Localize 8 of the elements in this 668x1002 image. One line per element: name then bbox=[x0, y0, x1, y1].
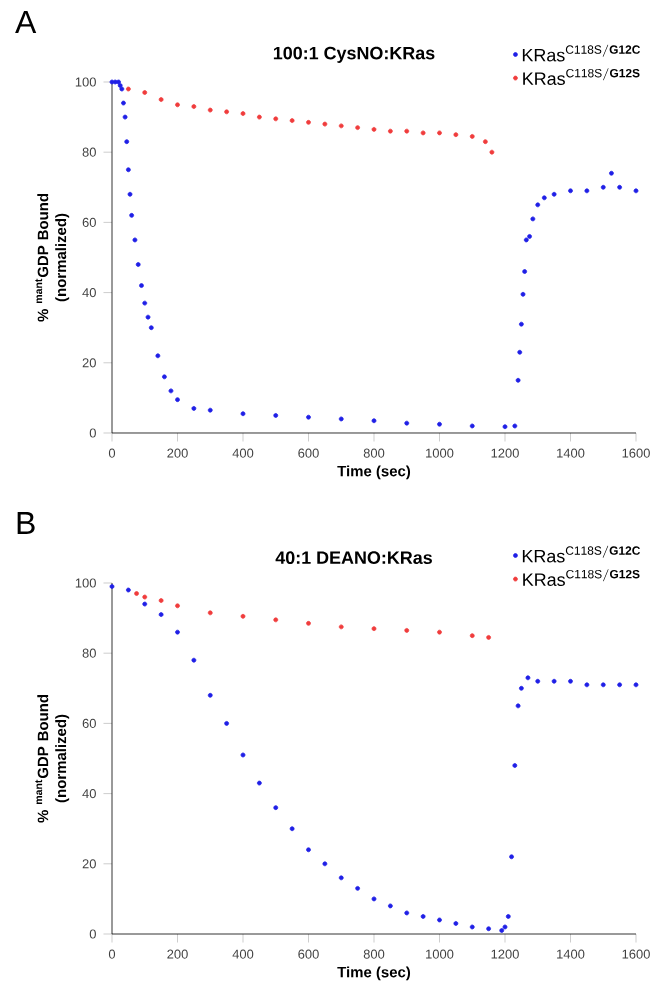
chart-title: 100:1 CysNO:KRas bbox=[273, 46, 435, 63]
text: B bbox=[17, 512, 35, 534]
chart-title: 40:1 DEANO:KRas bbox=[275, 551, 432, 565]
legend-label: $\mathrm{KRas}^{\mathrm{C118S/}\mathbf{G12C}}$ bbox=[522, 44, 641, 62]
legend-label: $\mathrm{KRas}^{\mathrm{C118S/}\mathbf{G12C}}$ bbox=[522, 545, 641, 563]
text: A bbox=[15, 11, 37, 33]
legend-label: $\mathrm{KRas}^{\mathrm{C118S/}\mathbf{G12S}}$ bbox=[523, 68, 640, 86]
legend-label: $\mathrm{KRas}^{\mathrm{C118S/}\mathbf{G12S}}$ bbox=[523, 569, 640, 587]
